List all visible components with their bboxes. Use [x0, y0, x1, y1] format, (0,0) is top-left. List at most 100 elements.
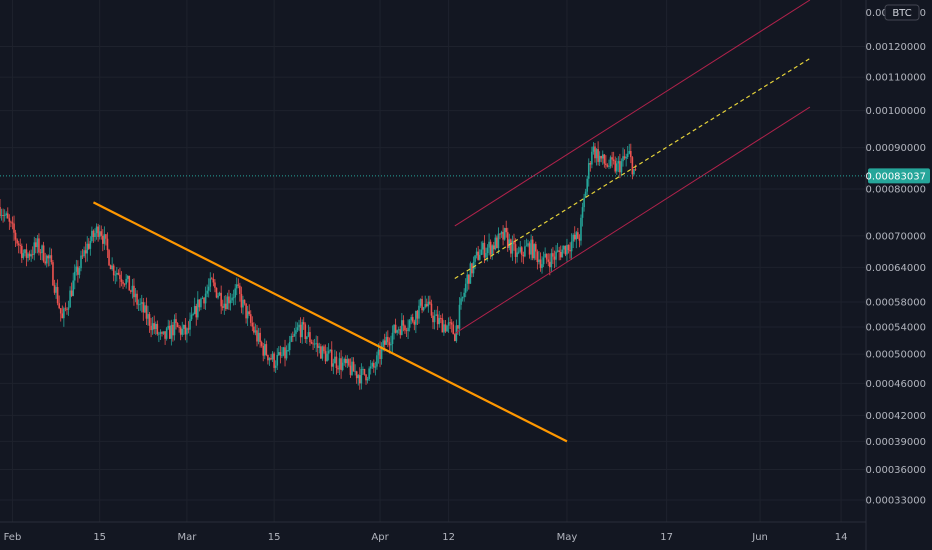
price-tick-label: 0.00070000	[866, 231, 926, 242]
candle-body	[168, 325, 171, 339]
candle-body	[393, 324, 395, 333]
candle-body	[612, 159, 615, 161]
candle-body	[516, 252, 518, 257]
candle-body	[366, 378, 369, 381]
candle-body	[446, 325, 448, 332]
candle-body	[362, 368, 364, 370]
candle-body	[223, 303, 226, 308]
candle-body	[522, 254, 525, 257]
candle-body	[45, 255, 48, 264]
candle-body	[475, 251, 478, 256]
candle-body	[63, 308, 65, 319]
candle-body	[318, 346, 321, 348]
candle-body	[179, 327, 182, 335]
candle-body	[444, 324, 447, 332]
candle-body	[256, 330, 258, 342]
candle-body	[55, 287, 57, 293]
candle-body	[309, 332, 311, 343]
candle-body	[11, 222, 14, 224]
candle-body	[153, 323, 155, 329]
candle-body	[270, 358, 272, 360]
candle-body	[488, 241, 490, 248]
candle-body	[464, 283, 467, 293]
candle-body	[452, 324, 455, 335]
candle-body	[109, 265, 112, 270]
candle-body	[106, 238, 109, 251]
candle-body	[139, 303, 141, 305]
date-tick-label: 17	[660, 532, 673, 543]
date-tick-label: Mar	[177, 532, 197, 543]
candle-body	[240, 293, 243, 308]
candle-body	[500, 231, 503, 234]
candle-body	[371, 363, 374, 367]
candle-body	[234, 288, 236, 298]
candle-body	[278, 352, 280, 355]
candle-body	[67, 307, 70, 310]
price-tick-label: 0.00054000	[866, 323, 926, 334]
candle-body	[315, 343, 317, 345]
candle-body	[536, 251, 539, 263]
candle-body	[299, 324, 302, 338]
candle-body	[323, 346, 325, 352]
drawings	[0, 0, 866, 443]
candle-body	[273, 353, 275, 368]
candle-body	[418, 305, 420, 319]
candle-body	[491, 245, 493, 255]
candle-body	[326, 353, 328, 362]
candle-body	[73, 271, 76, 281]
candle-body	[569, 249, 571, 252]
price-tick-label: 0.00033000	[866, 496, 926, 507]
candle-body	[355, 371, 358, 379]
candle-body	[61, 313, 64, 319]
candle-body	[429, 301, 431, 304]
candle-body	[267, 355, 269, 361]
candle-body	[534, 244, 537, 252]
candle-body	[5, 213, 8, 216]
candle-body	[271, 353, 274, 360]
candle-body	[416, 310, 419, 319]
candle-body	[246, 311, 249, 319]
candle-body	[98, 231, 101, 237]
candle-body	[405, 330, 408, 332]
candle-body	[243, 299, 246, 304]
candle-body	[69, 290, 71, 308]
candle-body	[193, 306, 196, 314]
candle-body	[237, 284, 240, 286]
candle-body	[379, 349, 381, 359]
candle-body	[159, 332, 162, 334]
candle-body	[310, 342, 313, 344]
candle-body	[242, 299, 244, 308]
channel-upper-line[interactable]	[454, 0, 811, 227]
candle-body	[528, 243, 531, 255]
candle-body	[617, 161, 620, 164]
downtrend-line[interactable]	[92, 201, 568, 443]
candle-body	[496, 237, 498, 249]
candle-body	[539, 259, 542, 269]
candle-body	[313, 343, 316, 345]
candle-body	[343, 358, 346, 363]
candle-body	[421, 298, 423, 311]
currency-badge[interactable]	[884, 4, 920, 21]
candle-body	[572, 234, 574, 242]
candle-body	[340, 358, 342, 370]
price-axis[interactable]: 0.00120000 0.00110000 0.00100000 0.00090000…	[866, 42, 926, 506]
time-axis[interactable]: Feb 15 Mar 15 Apr 12 May 17 Jun 14	[4, 532, 848, 543]
candle-body	[123, 283, 126, 285]
candle-body	[524, 246, 526, 257]
candle-body	[341, 362, 344, 370]
candle-body	[399, 329, 402, 335]
candle-body	[549, 261, 551, 268]
candle-body	[454, 334, 456, 342]
candle-body	[276, 354, 279, 366]
candle-body	[354, 371, 356, 373]
candle-body	[620, 161, 623, 173]
candle-body	[556, 250, 559, 252]
candle-body	[373, 363, 375, 368]
candle-body	[631, 157, 634, 175]
candle-body	[190, 314, 193, 320]
candle-body	[288, 341, 291, 351]
candle-body	[387, 336, 389, 343]
candle-body	[126, 275, 129, 279]
channel-lower-line[interactable]	[454, 106, 811, 335]
